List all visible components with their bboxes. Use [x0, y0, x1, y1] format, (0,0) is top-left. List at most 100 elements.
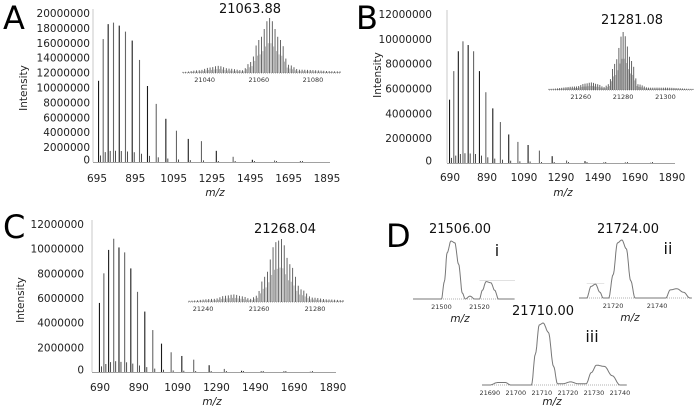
inset-x-tick-label: 21280 — [305, 305, 326, 313]
y-tick-label: 8000000 — [37, 268, 84, 280]
inset-x-tick-label: 21040 — [194, 76, 215, 84]
x-tick-label: 21720 — [603, 302, 624, 310]
y-tick-label: 16000000 — [37, 38, 90, 50]
x-tick-label: 1290 — [203, 382, 230, 394]
x-tick-label: 1290 — [548, 172, 575, 184]
mass-label: 21506.00 — [429, 222, 491, 237]
profile-curve — [413, 240, 515, 300]
x-axis-title: m/z — [553, 187, 573, 199]
x-axis-title: m/z — [542, 396, 562, 408]
panel-c: 0 2000000 4000000 6000000 8000000 10000000 120… — [15, 219, 346, 408]
x-tick-label: 1095 — [160, 173, 187, 185]
subpanel-label: i — [495, 241, 499, 260]
inset-deconvoluted-spectrum: 21240 21260 21280 21268.04 — [188, 222, 344, 313]
x-axis-title: m/z — [205, 187, 225, 199]
x-tick-label: 890 — [129, 382, 149, 394]
x-axis-title: m/z — [620, 312, 640, 324]
y-axis-title: Intensity — [15, 277, 27, 323]
x-tick-label: 890 — [477, 172, 497, 184]
y-tick-label: 12000000 — [379, 9, 432, 21]
deconvoluted-mass-label: 21268.04 — [254, 222, 316, 237]
y-axis-title: Intensity — [18, 65, 30, 111]
x-tick-label: 21740 — [647, 302, 668, 310]
inset-x-tick-label: 21260 — [249, 305, 270, 313]
panel-letter-b: B — [356, 0, 378, 37]
y-tick-label: 12000000 — [37, 68, 90, 80]
x-tick-label: 690 — [440, 172, 460, 184]
y-tick-label: 18000000 — [37, 23, 90, 35]
deconvoluted-mass-label: 21063.88 — [219, 2, 281, 17]
panel-d: 21500 21520 m/z 21506.00 i 21720 21740 m/z 21724… — [413, 222, 692, 408]
x-tick-label: 1690 — [622, 172, 649, 184]
x-tick-label: 1090 — [511, 172, 538, 184]
x-tick-label: 21700 — [505, 389, 526, 397]
x-tick-label: 690 — [90, 382, 110, 394]
y-tick-label: 4000000 — [43, 127, 90, 139]
profile-curve — [482, 322, 627, 386]
y-tick-label: 2000000 — [385, 133, 432, 145]
x-tick-label: 1895 — [314, 173, 341, 185]
y-tick-label: 0 — [83, 155, 90, 167]
x-tick-label: 21710 — [532, 389, 553, 397]
mass-label: 21710.00 — [512, 304, 574, 319]
x-tick-label: 895 — [125, 173, 145, 185]
x-tick-label: 1490 — [242, 382, 269, 394]
inset-x-tick-label: 21240 — [193, 305, 214, 313]
y-tick-label: 4000000 — [385, 108, 432, 120]
deconvoluted-mass-label: 21281.08 — [601, 13, 663, 28]
y-tick-label: 6000000 — [385, 84, 432, 96]
mass-label: 21724.00 — [597, 222, 659, 237]
y-tick-label: 10000000 — [379, 34, 432, 46]
x-tick-label: 21690 — [479, 389, 500, 397]
inset-x-tick-label: 21080 — [303, 76, 324, 84]
x-tick-label: 1690 — [281, 382, 308, 394]
y-tick-label: 6000000 — [43, 112, 90, 124]
y-tick-label: 14000000 — [37, 53, 90, 65]
inset-x-tick-label: 21300 — [655, 93, 676, 101]
subpanel-i: 21500 21520 m/z 21506.00 i — [413, 222, 515, 325]
inset-deconvoluted-spectrum: 21040 21060 21080 21063.88 — [182, 2, 341, 84]
y-axis-title: Intensity — [372, 52, 384, 98]
panel-b: 0 2000000 4000000 6000000 8000000 10000000 120… — [372, 9, 694, 199]
y-tick-label: 8000000 — [43, 97, 90, 109]
x-tick-label: 21740 — [610, 389, 631, 397]
inset-x-tick-label: 21280 — [613, 93, 634, 101]
x-tick-label: 1090 — [164, 382, 191, 394]
x-tick-label: 21520 — [469, 303, 490, 311]
panel-letter-c: C — [3, 208, 25, 246]
y-tick-label: 10000000 — [37, 83, 90, 95]
subpanel-label: iii — [585, 327, 598, 346]
x-tick-label: 21500 — [431, 303, 452, 311]
y-tick-label: 20000000 — [37, 8, 90, 20]
y-tick-label: 2000000 — [37, 342, 84, 354]
y-tick-label: 2000000 — [43, 142, 90, 154]
profile-curve — [579, 239, 692, 299]
x-axis-title: m/z — [202, 396, 222, 408]
subpanel-iii: 21690 21700 21710 21720 21730 21740 m/z 21710.0… — [479, 304, 630, 408]
x-tick-label: 1495 — [237, 173, 264, 185]
panel-letter-d: D — [386, 217, 411, 255]
x-tick-label: 21730 — [584, 389, 605, 397]
y-tick-label: 6000000 — [37, 293, 84, 305]
x-tick-label: 1490 — [585, 172, 612, 184]
inset-x-tick-label: 21060 — [248, 76, 269, 84]
y-tick-label: 10000000 — [31, 244, 84, 256]
inset-x-tick-label: 21260 — [570, 93, 591, 101]
x-tick-label: 21720 — [558, 389, 579, 397]
y-tick-label: 0 — [77, 365, 84, 377]
x-axis-title: m/z — [450, 313, 470, 325]
x-tick-label: 1890 — [659, 172, 686, 184]
inset-deconvoluted-spectrum: 21260 21280 21300 21281.08 — [548, 13, 694, 101]
x-tick-label: 1695 — [275, 173, 302, 185]
y-tick-label: 0 — [425, 156, 432, 168]
panel-letter-a: A — [3, 0, 25, 37]
x-tick-label: 1295 — [199, 173, 226, 185]
subpanel-ii: 21720 21740 m/z 21724.00 ii — [579, 222, 692, 324]
x-tick-label: 1890 — [320, 382, 347, 394]
y-tick-label: 4000000 — [37, 318, 84, 330]
y-tick-label: 8000000 — [385, 59, 432, 71]
x-tick-label: 695 — [87, 173, 107, 185]
subpanel-label: ii — [664, 239, 673, 258]
